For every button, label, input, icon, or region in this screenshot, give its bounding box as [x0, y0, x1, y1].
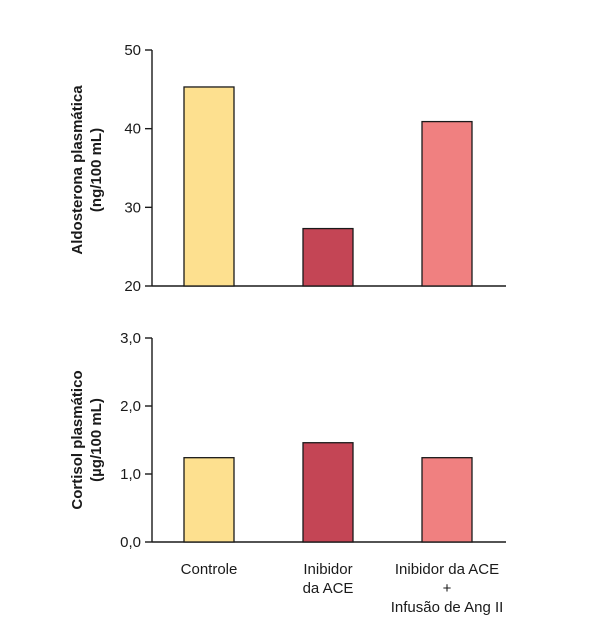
cortisol-y-tick-label: 3,0 — [120, 330, 141, 347]
category-label-line: Inibidor — [303, 561, 352, 578]
cortisol-y-axis-label-line: Cortisol plasmático — [69, 370, 86, 509]
aldosterone-bar-2 — [302, 227, 354, 287]
aldosterone-y-axis-label: Aldosterona plasmática (ng/100 mL) — [69, 85, 105, 255]
cortisol-bar-3 — [421, 457, 473, 543]
aldosterone-y-axis-label-line: Aldosterona plasmática — [69, 85, 86, 255]
cortisol-y-tick-label: 0,0 — [120, 534, 141, 551]
aldosterone-panel: 20 30 40 50 Aldosterona plasmática (ng/100 mL… — [69, 42, 506, 295]
category-label-line: Infusão de Ang II — [391, 599, 504, 616]
aldosterone-y-tick-label: 50 — [124, 42, 141, 59]
category-label-2: Inibidor da ACE — [303, 561, 354, 597]
category-label-line: da ACE — [303, 580, 354, 597]
aldosterone-bar-3 — [421, 120, 473, 287]
cortisol-y-axis-label-line: (µg/100 mL) — [88, 398, 105, 482]
aldosterone-y-tick-label: 30 — [124, 199, 141, 216]
cortisol-panel: 0,0 1,0 2,0 3,0 Cortisol plasmático (µg/100 m… — [69, 330, 506, 551]
category-label-3: Inibidor da ACE + Infusão de Ang II — [391, 561, 504, 616]
category-label-line: Controle — [181, 561, 238, 578]
category-label-line: Inibidor da ACE — [395, 561, 499, 578]
aldosterone-y-tick-label: 20 — [124, 278, 141, 295]
cortisol-y-tick-label: 1,0 — [120, 466, 141, 483]
aldosterone-y-axis-label-line: (ng/100 mL) — [88, 128, 105, 212]
cortisol-y-axis-label: Cortisol plasmático (µg/100 mL) — [69, 370, 105, 509]
aldosterone-bar-1 — [183, 86, 235, 287]
cortisol-bar-1 — [183, 457, 235, 543]
cortisol-bar-2 — [302, 442, 354, 543]
category-label-line: + — [443, 580, 452, 597]
aldosterone-y-tick-label: 40 — [124, 121, 141, 138]
cortisol-y-tick-label: 2,0 — [120, 398, 141, 415]
category-label-1: Controle — [181, 561, 238, 578]
